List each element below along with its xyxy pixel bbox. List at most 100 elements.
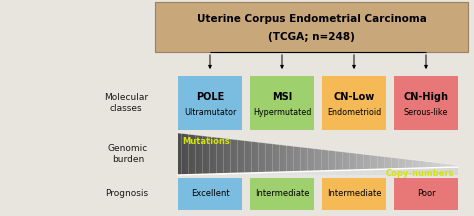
- Polygon shape: [206, 174, 210, 175]
- Polygon shape: [297, 172, 301, 175]
- Polygon shape: [252, 141, 255, 173]
- Polygon shape: [455, 165, 458, 167]
- Polygon shape: [384, 157, 388, 169]
- Polygon shape: [185, 134, 189, 175]
- Polygon shape: [273, 144, 276, 172]
- Polygon shape: [346, 170, 349, 175]
- Polygon shape: [416, 168, 419, 175]
- FancyBboxPatch shape: [250, 178, 314, 210]
- Polygon shape: [311, 171, 315, 175]
- Polygon shape: [430, 162, 434, 168]
- Polygon shape: [427, 168, 430, 175]
- Polygon shape: [374, 155, 377, 169]
- Text: Poor: Poor: [417, 189, 435, 199]
- Polygon shape: [241, 173, 245, 175]
- Polygon shape: [339, 151, 343, 170]
- Polygon shape: [402, 159, 405, 169]
- Polygon shape: [395, 169, 399, 175]
- Polygon shape: [217, 137, 220, 174]
- Polygon shape: [217, 174, 220, 175]
- Polygon shape: [321, 149, 325, 171]
- Polygon shape: [195, 135, 199, 175]
- Polygon shape: [258, 142, 262, 173]
- Polygon shape: [195, 174, 199, 175]
- Polygon shape: [343, 170, 346, 175]
- Polygon shape: [290, 146, 293, 172]
- Polygon shape: [262, 173, 265, 175]
- Polygon shape: [318, 171, 321, 175]
- FancyBboxPatch shape: [322, 178, 386, 210]
- Polygon shape: [440, 163, 444, 167]
- Polygon shape: [227, 139, 230, 174]
- Polygon shape: [360, 154, 364, 170]
- Polygon shape: [210, 137, 213, 174]
- Polygon shape: [381, 169, 384, 175]
- Text: Hypermutated: Hypermutated: [253, 108, 311, 117]
- Polygon shape: [262, 143, 265, 173]
- Polygon shape: [234, 173, 237, 175]
- Polygon shape: [353, 170, 356, 175]
- Polygon shape: [297, 147, 301, 172]
- Polygon shape: [276, 144, 280, 172]
- Polygon shape: [265, 143, 269, 173]
- Polygon shape: [367, 170, 371, 175]
- Polygon shape: [182, 133, 185, 175]
- Polygon shape: [280, 172, 283, 175]
- Polygon shape: [427, 161, 430, 168]
- Polygon shape: [220, 138, 224, 174]
- Polygon shape: [315, 149, 318, 171]
- Text: Mutations: Mutations: [182, 138, 230, 146]
- Polygon shape: [367, 155, 371, 170]
- Text: Endometrioid: Endometrioid: [327, 108, 381, 117]
- Polygon shape: [437, 163, 440, 168]
- Polygon shape: [224, 174, 227, 175]
- Polygon shape: [412, 168, 416, 175]
- Polygon shape: [273, 172, 276, 175]
- Polygon shape: [377, 169, 381, 175]
- FancyBboxPatch shape: [178, 76, 242, 130]
- Polygon shape: [315, 171, 318, 175]
- Polygon shape: [276, 172, 280, 175]
- Polygon shape: [286, 172, 290, 175]
- Polygon shape: [409, 159, 412, 168]
- Polygon shape: [245, 141, 248, 173]
- Polygon shape: [447, 167, 451, 175]
- Polygon shape: [374, 169, 377, 175]
- Polygon shape: [339, 170, 343, 175]
- Polygon shape: [245, 173, 248, 175]
- Polygon shape: [405, 168, 409, 175]
- Polygon shape: [430, 168, 434, 175]
- Polygon shape: [434, 162, 437, 168]
- Polygon shape: [440, 167, 444, 175]
- FancyBboxPatch shape: [178, 178, 242, 210]
- Polygon shape: [248, 141, 252, 173]
- Polygon shape: [230, 173, 234, 175]
- Polygon shape: [255, 142, 258, 173]
- Polygon shape: [286, 145, 290, 172]
- Polygon shape: [202, 174, 206, 175]
- Polygon shape: [402, 168, 405, 175]
- Polygon shape: [269, 172, 273, 175]
- Text: Intermediate: Intermediate: [255, 189, 309, 199]
- Polygon shape: [202, 136, 206, 174]
- Polygon shape: [437, 167, 440, 175]
- Polygon shape: [328, 150, 332, 171]
- Text: Ultramutator: Ultramutator: [184, 108, 236, 117]
- Text: Intermediate: Intermediate: [327, 189, 381, 199]
- Polygon shape: [269, 143, 273, 172]
- Polygon shape: [364, 170, 367, 175]
- Polygon shape: [356, 153, 360, 170]
- Polygon shape: [353, 153, 356, 170]
- Polygon shape: [395, 158, 399, 169]
- Polygon shape: [412, 160, 416, 168]
- Polygon shape: [301, 172, 304, 175]
- Polygon shape: [377, 156, 381, 169]
- Polygon shape: [423, 168, 427, 175]
- Polygon shape: [360, 170, 364, 175]
- Text: (TCGA; n=248): (TCGA; n=248): [268, 32, 355, 42]
- Polygon shape: [325, 171, 328, 175]
- Text: Genomic
burden: Genomic burden: [108, 144, 148, 164]
- Polygon shape: [227, 173, 230, 175]
- Polygon shape: [318, 149, 321, 171]
- Polygon shape: [371, 155, 374, 170]
